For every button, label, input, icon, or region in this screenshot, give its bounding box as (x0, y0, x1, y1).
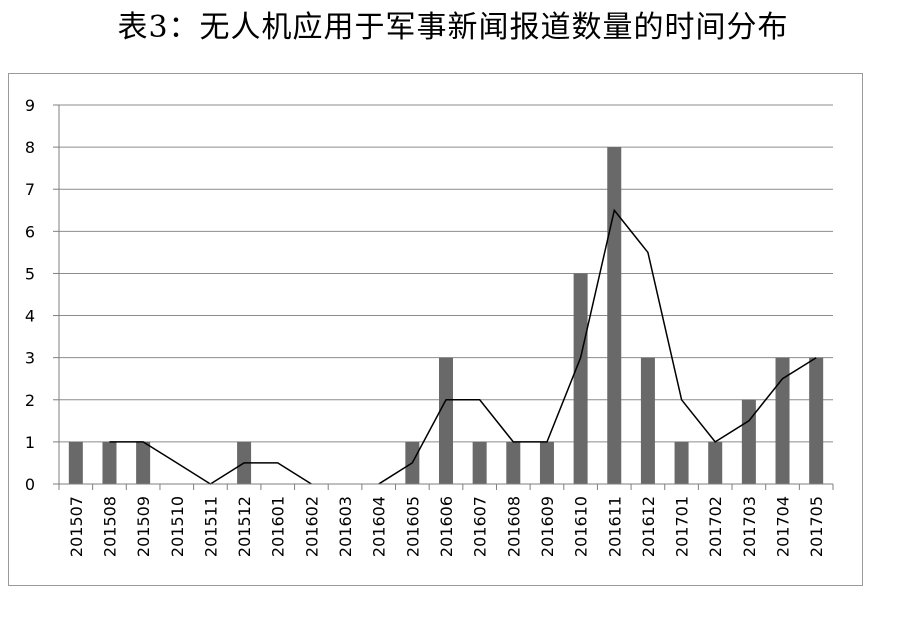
y-tick-label: 2 (25, 391, 35, 410)
x-tick-label: 201512 (235, 496, 254, 557)
y-tick-label: 6 (25, 222, 35, 241)
bar (539, 441, 554, 484)
y-tick-label: 4 (25, 307, 35, 326)
x-tick-label: 201508 (100, 496, 119, 557)
grid-lines (59, 104, 833, 443)
x-tick-label: 201602 (302, 496, 321, 557)
bars (68, 147, 824, 484)
bar (68, 441, 83, 484)
chart-area: 0 1 2 3 4 5 6 7 8 9 201507 201508 201509 201510 20151… (8, 73, 863, 586)
x-tick-label: 201703 (740, 496, 759, 557)
chart-title: 表3：无人机应用于军事新闻报道数量的时间分布 (117, 10, 789, 45)
bar-line-chart: 0 1 2 3 4 5 6 7 8 9 201507 201508 201509 201510 20151… (25, 96, 834, 557)
y-tick-label: 8 (25, 138, 35, 157)
x-tick-label: 201611 (605, 496, 624, 557)
bar (439, 357, 453, 484)
x-tick-label: 201605 (403, 496, 422, 557)
x-tick-label: 201704 (774, 496, 793, 557)
bar (741, 399, 756, 484)
bar (472, 441, 487, 484)
x-tick-label: 201607 (471, 496, 490, 557)
x-tick-label: 201702 (706, 496, 725, 557)
y-tick-label: 3 (25, 349, 35, 368)
x-tick-labels: 201507 201508 201509 201510 201511 201512 2016… (67, 496, 826, 557)
x-tick-label: 201601 (269, 496, 288, 557)
bar (674, 441, 689, 484)
x-tick-label: 201612 (639, 496, 658, 557)
axes (53, 104, 834, 490)
bar (102, 441, 117, 484)
y-tick-labels: 0 1 2 3 4 5 6 7 8 9 (25, 96, 35, 494)
x-tick-label: 201606 (437, 496, 456, 557)
x-tick-label: 201609 (538, 496, 557, 557)
x-tick-label: 201509 (134, 496, 153, 557)
x-tick-label: 201510 (168, 496, 187, 557)
x-tick-label: 201705 (807, 496, 826, 557)
x-tick-label: 201604 (370, 496, 389, 557)
x-tick-label: 201603 (336, 496, 355, 557)
x-tick-label: 201511 (201, 496, 220, 557)
x-tick-label: 201610 (572, 496, 591, 557)
x-tick-label: 201507 (67, 496, 86, 557)
y-tick-label: 7 (25, 180, 35, 199)
bar (775, 357, 790, 484)
x-tick-label: 201701 (673, 496, 692, 557)
bar (708, 441, 723, 484)
bar (809, 357, 824, 484)
x-tick-label: 201608 (504, 496, 523, 557)
bar (607, 147, 622, 484)
y-tick-label: 5 (25, 264, 35, 283)
y-tick-label: 9 (25, 96, 35, 115)
y-tick-label: 0 (25, 475, 35, 494)
y-tick-label: 1 (25, 433, 35, 452)
trend-line-segment (378, 208, 817, 485)
bar (506, 441, 521, 484)
bar (573, 273, 588, 484)
bar (136, 441, 151, 484)
bar (640, 357, 655, 484)
